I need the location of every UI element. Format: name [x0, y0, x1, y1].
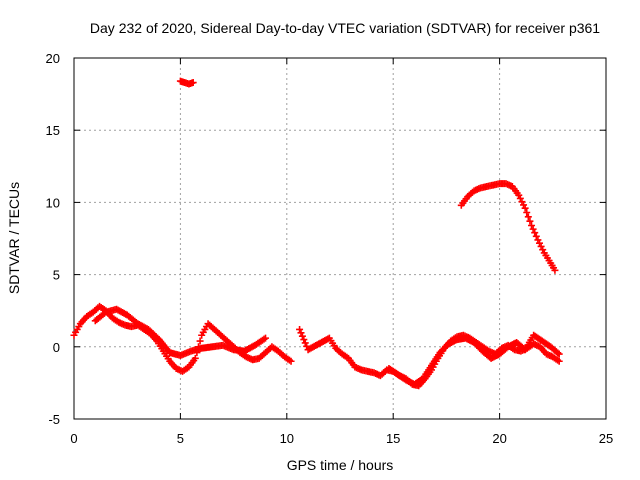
data-point	[297, 329, 305, 337]
y-tick-label: 0	[53, 340, 60, 355]
grid	[74, 58, 606, 419]
data-point	[262, 334, 270, 342]
x-tick-label: 20	[492, 431, 506, 446]
y-tick-label: 20	[46, 51, 60, 66]
data-point	[555, 350, 563, 358]
data-point	[296, 325, 304, 333]
data-point	[531, 229, 539, 237]
x-tick-label: 25	[599, 431, 613, 446]
data-point	[189, 79, 197, 87]
chart-title: Day 232 of 2020, Sidereal Day-to-day VTE…	[90, 20, 600, 36]
y-tick-label: 10	[46, 195, 60, 210]
axis-ticks	[73, 57, 607, 420]
x-tick-labels: 0 5 10 15 20 25	[70, 431, 613, 446]
data-point	[300, 336, 308, 344]
data-point	[529, 225, 537, 233]
data-point	[298, 332, 306, 340]
y-tick-label: 15	[46, 123, 60, 138]
series-track-d	[385, 331, 563, 388]
data-point	[528, 222, 536, 230]
series-track-c	[296, 325, 563, 390]
series-track-b	[91, 305, 270, 359]
x-tick-label: 5	[177, 431, 184, 446]
data-point	[301, 339, 309, 347]
data-point	[526, 217, 534, 225]
data-point	[521, 204, 529, 212]
data-point	[523, 209, 531, 217]
y-axis-label: SDTVAR / TECUs	[6, 182, 22, 294]
series-outlier-cluster	[176, 77, 197, 88]
series-high-arc	[457, 180, 559, 274]
data-point	[555, 357, 563, 365]
data-point	[196, 337, 204, 345]
x-tick-label: 10	[280, 431, 294, 446]
data-point	[260, 335, 268, 343]
y-tick-labels: -5 0 5 10 15 20	[46, 51, 60, 427]
x-axis-label: GPS time / hours	[287, 457, 394, 473]
data-point	[551, 266, 559, 274]
data-points	[70, 77, 563, 390]
data-point	[554, 349, 562, 357]
plot-frame	[73, 57, 607, 420]
x-tick-label: 15	[386, 431, 400, 446]
x-tick-label: 0	[70, 431, 77, 446]
y-tick-label: 5	[53, 268, 60, 283]
y-tick-label: -5	[48, 412, 60, 427]
data-point	[191, 354, 199, 362]
data-point	[532, 232, 540, 240]
data-point	[287, 357, 295, 365]
data-point	[524, 213, 532, 221]
